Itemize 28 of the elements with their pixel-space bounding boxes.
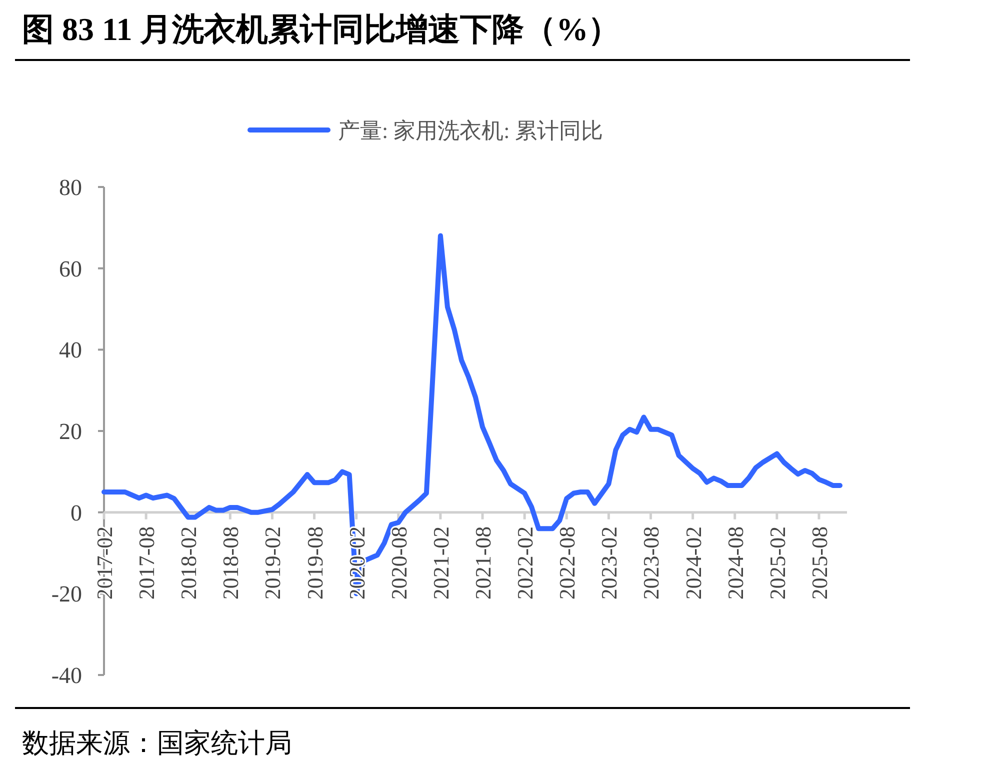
x-tick-label: 2025-02 bbox=[764, 526, 790, 600]
x-tick-label: 2021-08 bbox=[470, 526, 496, 600]
x-tick-label: 2022-02 bbox=[512, 526, 538, 600]
chart-title: 图 83 11 月洗衣机累计同比增速下降（%） bbox=[22, 11, 620, 47]
y-tick-label: -40 bbox=[51, 663, 82, 688]
x-tick-label: 2018-02 bbox=[176, 526, 202, 600]
x-tick-label: 2024-08 bbox=[722, 526, 748, 600]
y-tick-label: 20 bbox=[59, 419, 82, 444]
x-tick-label: 2019-02 bbox=[260, 526, 286, 600]
x-tick-label: 2019-08 bbox=[302, 526, 328, 600]
x-tick-label: 2017-02 bbox=[92, 526, 117, 600]
y-tick-label: 0 bbox=[70, 500, 82, 526]
x-tick-label: 2023-08 bbox=[638, 526, 664, 600]
x-tick-label: 2023-02 bbox=[596, 526, 622, 600]
x-tick-label: 2020-02 bbox=[344, 526, 370, 600]
y-tick-label: -20 bbox=[51, 582, 82, 607]
y-tick-label: 40 bbox=[59, 338, 82, 363]
x-tick-label: 2024-02 bbox=[680, 526, 706, 600]
legend-label: 产量: 家用洗衣机: 累计同比 bbox=[338, 118, 604, 143]
y-tick-label: 60 bbox=[59, 256, 82, 282]
x-tick-label: 2022-08 bbox=[554, 526, 580, 600]
x-tick-label: 2017-08 bbox=[134, 526, 160, 600]
x-tick-label: 2018-08 bbox=[218, 526, 244, 600]
x-tick-label: 2021-02 bbox=[428, 526, 454, 600]
source-note: 数据来源：国家统计局 bbox=[22, 728, 292, 758]
x-tick-label: 2025-08 bbox=[806, 526, 832, 600]
x-tick-label: 2020-08 bbox=[386, 526, 412, 600]
y-tick-label: 80 bbox=[59, 175, 82, 200]
